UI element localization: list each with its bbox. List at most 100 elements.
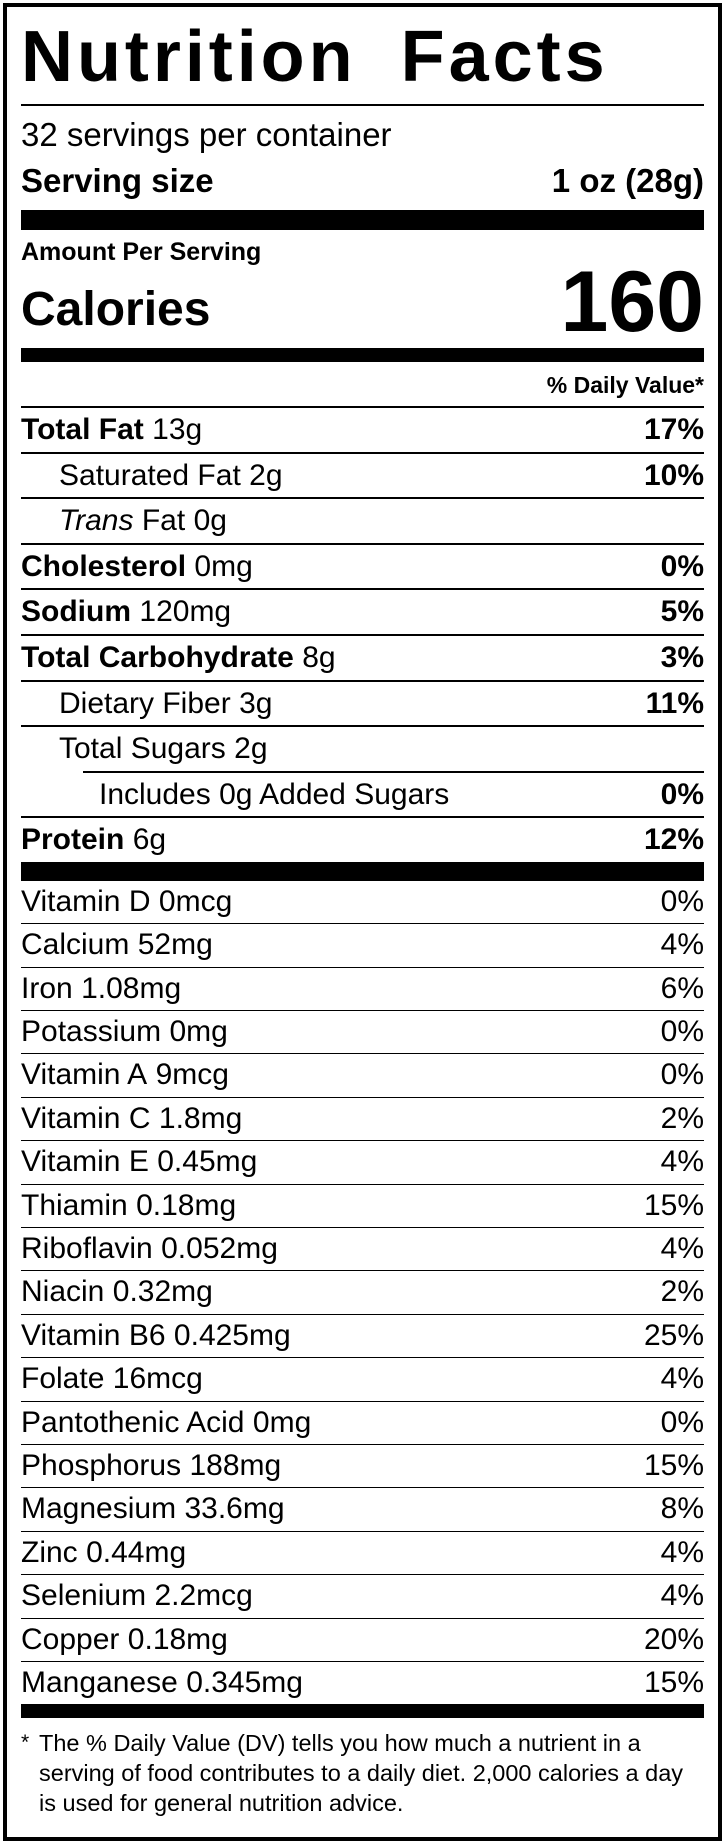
nutrition-facts-label: Nutrition Facts 32 servings per containe… (3, 3, 722, 1841)
serving-size-row: Serving size 1 oz (28g) (21, 158, 704, 210)
nutrient-dv: 0% (660, 884, 704, 918)
nutrient-name-amount: Calcium 52mg (21, 929, 213, 961)
micronutrient-row-riboflavin: Riboflavin 0.052mg 4% (21, 1227, 704, 1270)
nutrient-name: Calcium (21, 928, 130, 962)
nutrient-name-amount: Copper 0.18mg (21, 1622, 228, 1656)
nutrient-row-sodium: Sodium 120mg 5% (21, 588, 704, 634)
serving-size-label: Serving size (21, 162, 214, 200)
nutrient-name-amount: Zinc 0.44mg (21, 1535, 186, 1569)
nutrient-name: Total Fat (21, 412, 144, 446)
nutrient-dv: 25% (643, 1318, 704, 1352)
nutrient-name: Fat (141, 504, 186, 538)
micronutrient-row-vitamin-c: Vitamin C 1.8mg 2% (21, 1096, 704, 1140)
nutrient-dv: 4% (660, 1362, 704, 1396)
micronutrient-row-copper: Copper 0.18mg 20% (21, 1617, 704, 1661)
nutrient-row-trans-fat: Trans Fat 0g (21, 497, 704, 543)
nutrient-name: Sodium (21, 595, 131, 629)
nutrient-dv: 11% (645, 686, 704, 720)
nutrient-row-total-carbohydrate: Total Carbohydrate 8g 3% (21, 633, 704, 680)
nutrient-dv: 3% (660, 640, 704, 674)
nutrient-name: Potassium (21, 1015, 162, 1049)
nutrient-dv: 0% (660, 549, 704, 583)
nutrient-name: Copper (21, 1622, 120, 1656)
nutrient-amount: 0mcg (158, 884, 233, 918)
nutrient-name: Vitamin E (21, 1145, 149, 1179)
nutrient-name-amount: Total Fat 13g (21, 413, 202, 447)
nutrient-dv: 8% (660, 1492, 704, 1526)
micronutrient-row-vitamin-e: Vitamin E 0.45mg 4% (21, 1140, 704, 1183)
nutrient-amount: 188mg (189, 1448, 282, 1482)
nutrient-name: Total Carbohydrate (21, 640, 294, 674)
nutrient-name: Folate (21, 1362, 105, 1396)
nutrient-name: Magnesium (21, 1492, 177, 1526)
nutrient-amount: 0.18mg (127, 1622, 228, 1656)
nutrient-dv: 4% (660, 1535, 704, 1569)
nutrient-amount: 0mg (252, 1405, 312, 1439)
nutrient-amount: 0.345mg (186, 1665, 303, 1699)
nutrient-dv: 5% (660, 595, 704, 629)
nutrient-name: Protein (21, 823, 125, 857)
nutrient-name-amount: Dietary Fiber 3g (59, 687, 272, 721)
nutrient-row-cholesterol: Cholesterol 0mg 0% (21, 542, 704, 589)
nutrient-amount: 0.425mg (173, 1318, 291, 1352)
micronutrient-row-selenium: Selenium 2.2mcg 4% (21, 1574, 704, 1617)
nutrient-name-amount: Riboflavin 0.052mg (21, 1232, 278, 1265)
nutrient-name-amount: Folate 16mcg (21, 1362, 203, 1396)
micronutrient-row-phosphorus: Phosphorus 188mg 15% (21, 1443, 704, 1487)
nutrient-dv: 10% (643, 458, 704, 492)
nutrient-amount: 0.18mg (136, 1188, 237, 1222)
nutrient-name: Saturated Fat (59, 458, 241, 492)
nutrient-amount: 0mg (194, 549, 253, 583)
nutrient-name-amount: Sodium 120mg (21, 595, 231, 629)
nutrient-amount: 0mg (169, 1015, 228, 1049)
nutrient-name: Cholesterol (21, 549, 187, 583)
nutrient-name: Selenium (21, 1579, 147, 1613)
nutrient-amount: 2g (234, 732, 268, 766)
nutrient-amount: 16mcg (112, 1362, 203, 1396)
label-title: Nutrition Facts (21, 15, 704, 107)
micronutrient-row-potassium: Potassium 0mg 0% (21, 1010, 704, 1053)
serving-size-value: 1 oz (28g) (551, 162, 704, 200)
nutrient-dv: 0% (660, 777, 704, 811)
nutrient-name: Vitamin B6 (21, 1318, 166, 1352)
nutrient-name-amount: Trans Fat 0g (59, 504, 227, 538)
nutrient-name-amount: Manganese 0.345mg (21, 1665, 303, 1699)
micronutrient-row-pantothenic-acid: Pantothenic Acid 0mg 0% (21, 1400, 704, 1444)
nutrient-name: Vitamin D (21, 884, 151, 918)
nutrient-dv: 4% (660, 1145, 704, 1179)
thick-separator (21, 210, 704, 231)
nutrient-row-total-fat: Total Fat 13g 17% (21, 408, 704, 452)
nutrient-dv: 0% (660, 1405, 704, 1439)
footnote-text: The % Daily Value (DV) tells you how muc… (39, 1730, 684, 1817)
nutrient-dv: 15% (643, 1188, 704, 1222)
micronutrient-row-vitamin-d: Vitamin D 0mcg 0% (21, 881, 704, 923)
nutrient-name: Iron (21, 971, 73, 1005)
nutrient-name-amount: Magnesium 33.6mg (21, 1493, 285, 1525)
nutrient-amount: 0.45mg (157, 1145, 258, 1179)
micronutrient-row-calcium: Calcium 52mg 4% (21, 923, 704, 966)
nutrient-name-amount: Total Carbohydrate 8g (21, 641, 336, 675)
nutrient-dv: 15% (643, 1448, 704, 1482)
nutrient-name-amount: Phosphorus 188mg (21, 1448, 282, 1482)
thick-separator (21, 1704, 704, 1719)
daily-value-header: % Daily Value* (21, 362, 704, 408)
nutrient-dv: 0% (660, 1058, 704, 1092)
nutrient-amount: 13g (152, 412, 203, 446)
nutrient-name-italic: Trans (59, 504, 134, 538)
nutrient-dv: 12% (643, 823, 704, 857)
thick-separator (21, 861, 704, 881)
nutrient-name-amount: Vitamin B6 0.425mg (21, 1318, 291, 1352)
nutrient-name-amount: Pantothenic Acid 0mg (21, 1405, 312, 1439)
micronutrient-row-vitamin-a: Vitamin A 9mcg 0% (21, 1053, 704, 1096)
nutrient-dv: 17% (643, 412, 704, 446)
nutrient-amount: 1.8mg (158, 1101, 243, 1135)
nutrient-name: Zinc (21, 1535, 78, 1569)
nutrient-amount: 0g (193, 504, 227, 538)
nutrient-name-amount: Vitamin D 0mcg (21, 884, 233, 918)
nutrient-name: Vitamin A (21, 1058, 148, 1092)
micronutrients-section: Vitamin D 0mcg 0% Calcium 52mg 4% Iron 1.08… (21, 881, 704, 1704)
nutrient-amount: 3g (239, 686, 273, 720)
nutrient-name: Total Sugars (59, 732, 226, 766)
micronutrient-row-magnesium: Magnesium 33.6mg 8% (21, 1487, 704, 1530)
nutrient-name: Vitamin C (21, 1101, 151, 1135)
